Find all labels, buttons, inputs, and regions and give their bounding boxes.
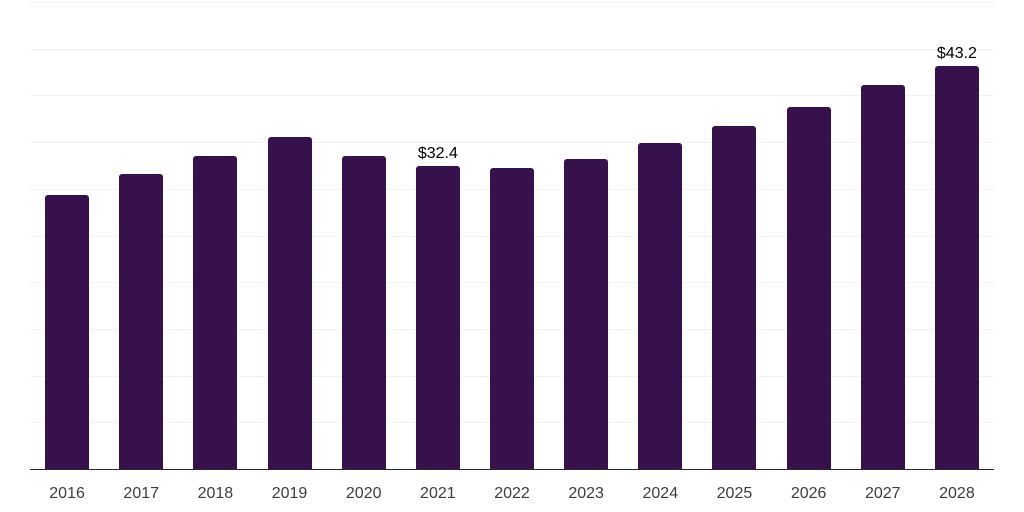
bar-2026	[786, 106, 831, 469]
plot-area: $32.4 $43.2	[30, 2, 994, 470]
gridline-y-45	[30, 48, 994, 50]
bar-2017	[119, 173, 164, 469]
x-tick-label-2023: 2023	[568, 485, 604, 502]
value-label-2021: $32.4	[417, 145, 458, 163]
bar-2021	[415, 166, 460, 469]
x-tick-label-2026: 2026	[790, 485, 827, 502]
x-tick-label-2016: 2016	[49, 485, 85, 502]
gridline-y-50	[30, 2, 994, 3]
x-tick-label-2022: 2022	[494, 485, 530, 502]
bar-2022	[490, 168, 534, 469]
x-tick-label-2020: 2020	[345, 485, 382, 502]
bar-2020	[341, 156, 386, 469]
gridline-y-35	[30, 142, 994, 144]
bar-2024	[638, 143, 683, 469]
x-tick-label-2018: 2018	[197, 485, 234, 502]
x-tick-label-2017: 2017	[123, 485, 160, 502]
bar-2027	[860, 85, 905, 469]
bar-2019	[267, 137, 312, 469]
bar-2023	[564, 158, 609, 469]
x-tick-label-2028: 2028	[939, 485, 975, 502]
x-tick-label-2021: 2021	[420, 485, 456, 502]
gridline-y-40	[30, 95, 994, 97]
bar-2025	[712, 126, 757, 469]
bar-2018	[193, 156, 238, 469]
value-label-2028: $43.2	[936, 44, 977, 62]
x-tick-label-2025: 2025	[716, 485, 753, 502]
x-tick-label-2019: 2019	[271, 485, 308, 502]
bar-2016	[45, 195, 90, 469]
bar-2028	[934, 65, 979, 469]
x-tick-label-2027: 2027	[864, 485, 901, 502]
x-tick-label-2024: 2024	[642, 485, 679, 502]
